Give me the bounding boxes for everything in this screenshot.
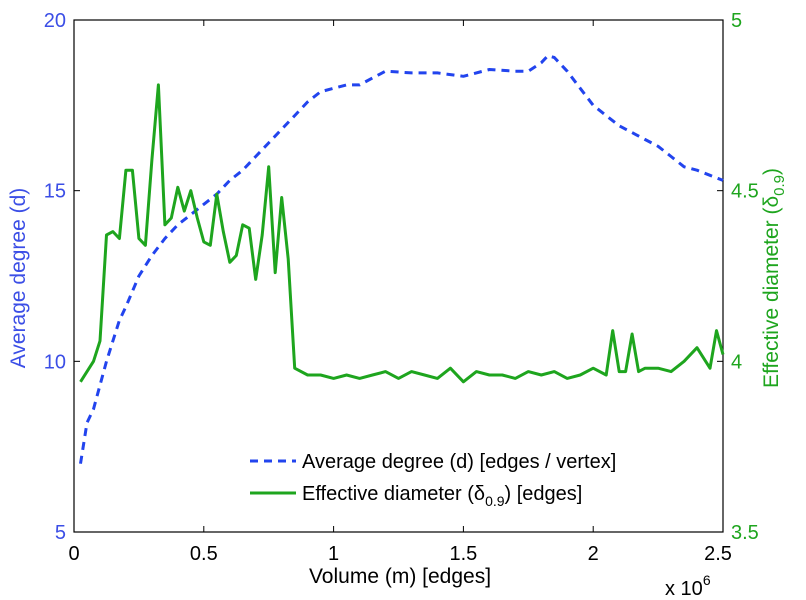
y-left-axis-label: Average degree (d) <box>7 188 30 369</box>
y-right-tick-label: 3.5 <box>731 522 759 544</box>
x-tick-label: 0 <box>68 543 79 565</box>
x-multiplier-exponent: 6 <box>703 572 711 588</box>
tick-marks <box>73 19 724 533</box>
legend-label-sub: 0.9 <box>485 493 505 509</box>
x-tick-label: 1.5 <box>449 543 477 565</box>
y-right-axis-label: Effective diameter (δ0.9) <box>760 168 788 388</box>
legend-label-main: Effective diameter (δ <box>302 483 485 505</box>
series-layer <box>79 54 725 464</box>
x-tick-label: 1 <box>328 543 339 565</box>
legend-label-end: ) [edges] <box>505 483 583 505</box>
legend: Average degree (d) [edges / vertex] Effe… <box>250 451 616 509</box>
y-left-tick-label: 5 <box>55 522 66 544</box>
legend-label-effective-diameter: Effective diameter (δ0.9) [edges] <box>302 483 582 509</box>
y-right-tick-label: 4.5 <box>731 181 759 203</box>
x-tick-label: 2 <box>588 543 599 565</box>
series-line-average-degree <box>79 54 724 464</box>
x-tick-labels: 0 0.5 1 1.5 2 2.5 <box>68 543 731 565</box>
series-line-effective-diameter <box>79 83 725 384</box>
y-right-label-main: Effective diameter (δ <box>760 196 783 388</box>
y-left-tick-label: 15 <box>44 181 66 203</box>
y-right-tick-labels: 3.5 4 4.5 5 <box>731 10 759 544</box>
y-right-label-end: ) <box>760 168 783 175</box>
x-axis-label: Volume (m) [edges] <box>309 565 491 588</box>
y-left-tick-label: 10 <box>44 351 66 373</box>
x-tick-label: 2.5 <box>704 543 732 565</box>
plot-area <box>73 19 724 533</box>
y-right-tick-label: 5 <box>731 10 742 32</box>
x-axis-multiplier: x 106 <box>665 572 711 600</box>
y-right-label-sub: 0.9 <box>771 175 788 196</box>
legend-label-average-degree: Average degree (d) [edges / vertex] <box>302 451 616 473</box>
y-left-tick-labels: 5 10 15 20 <box>44 10 66 544</box>
x-tick-label: 0.5 <box>190 543 218 565</box>
x-multiplier-base: x 10 <box>665 578 703 600</box>
y-left-tick-label: 20 <box>44 10 66 32</box>
y-right-tick-label: 4 <box>731 351 742 373</box>
